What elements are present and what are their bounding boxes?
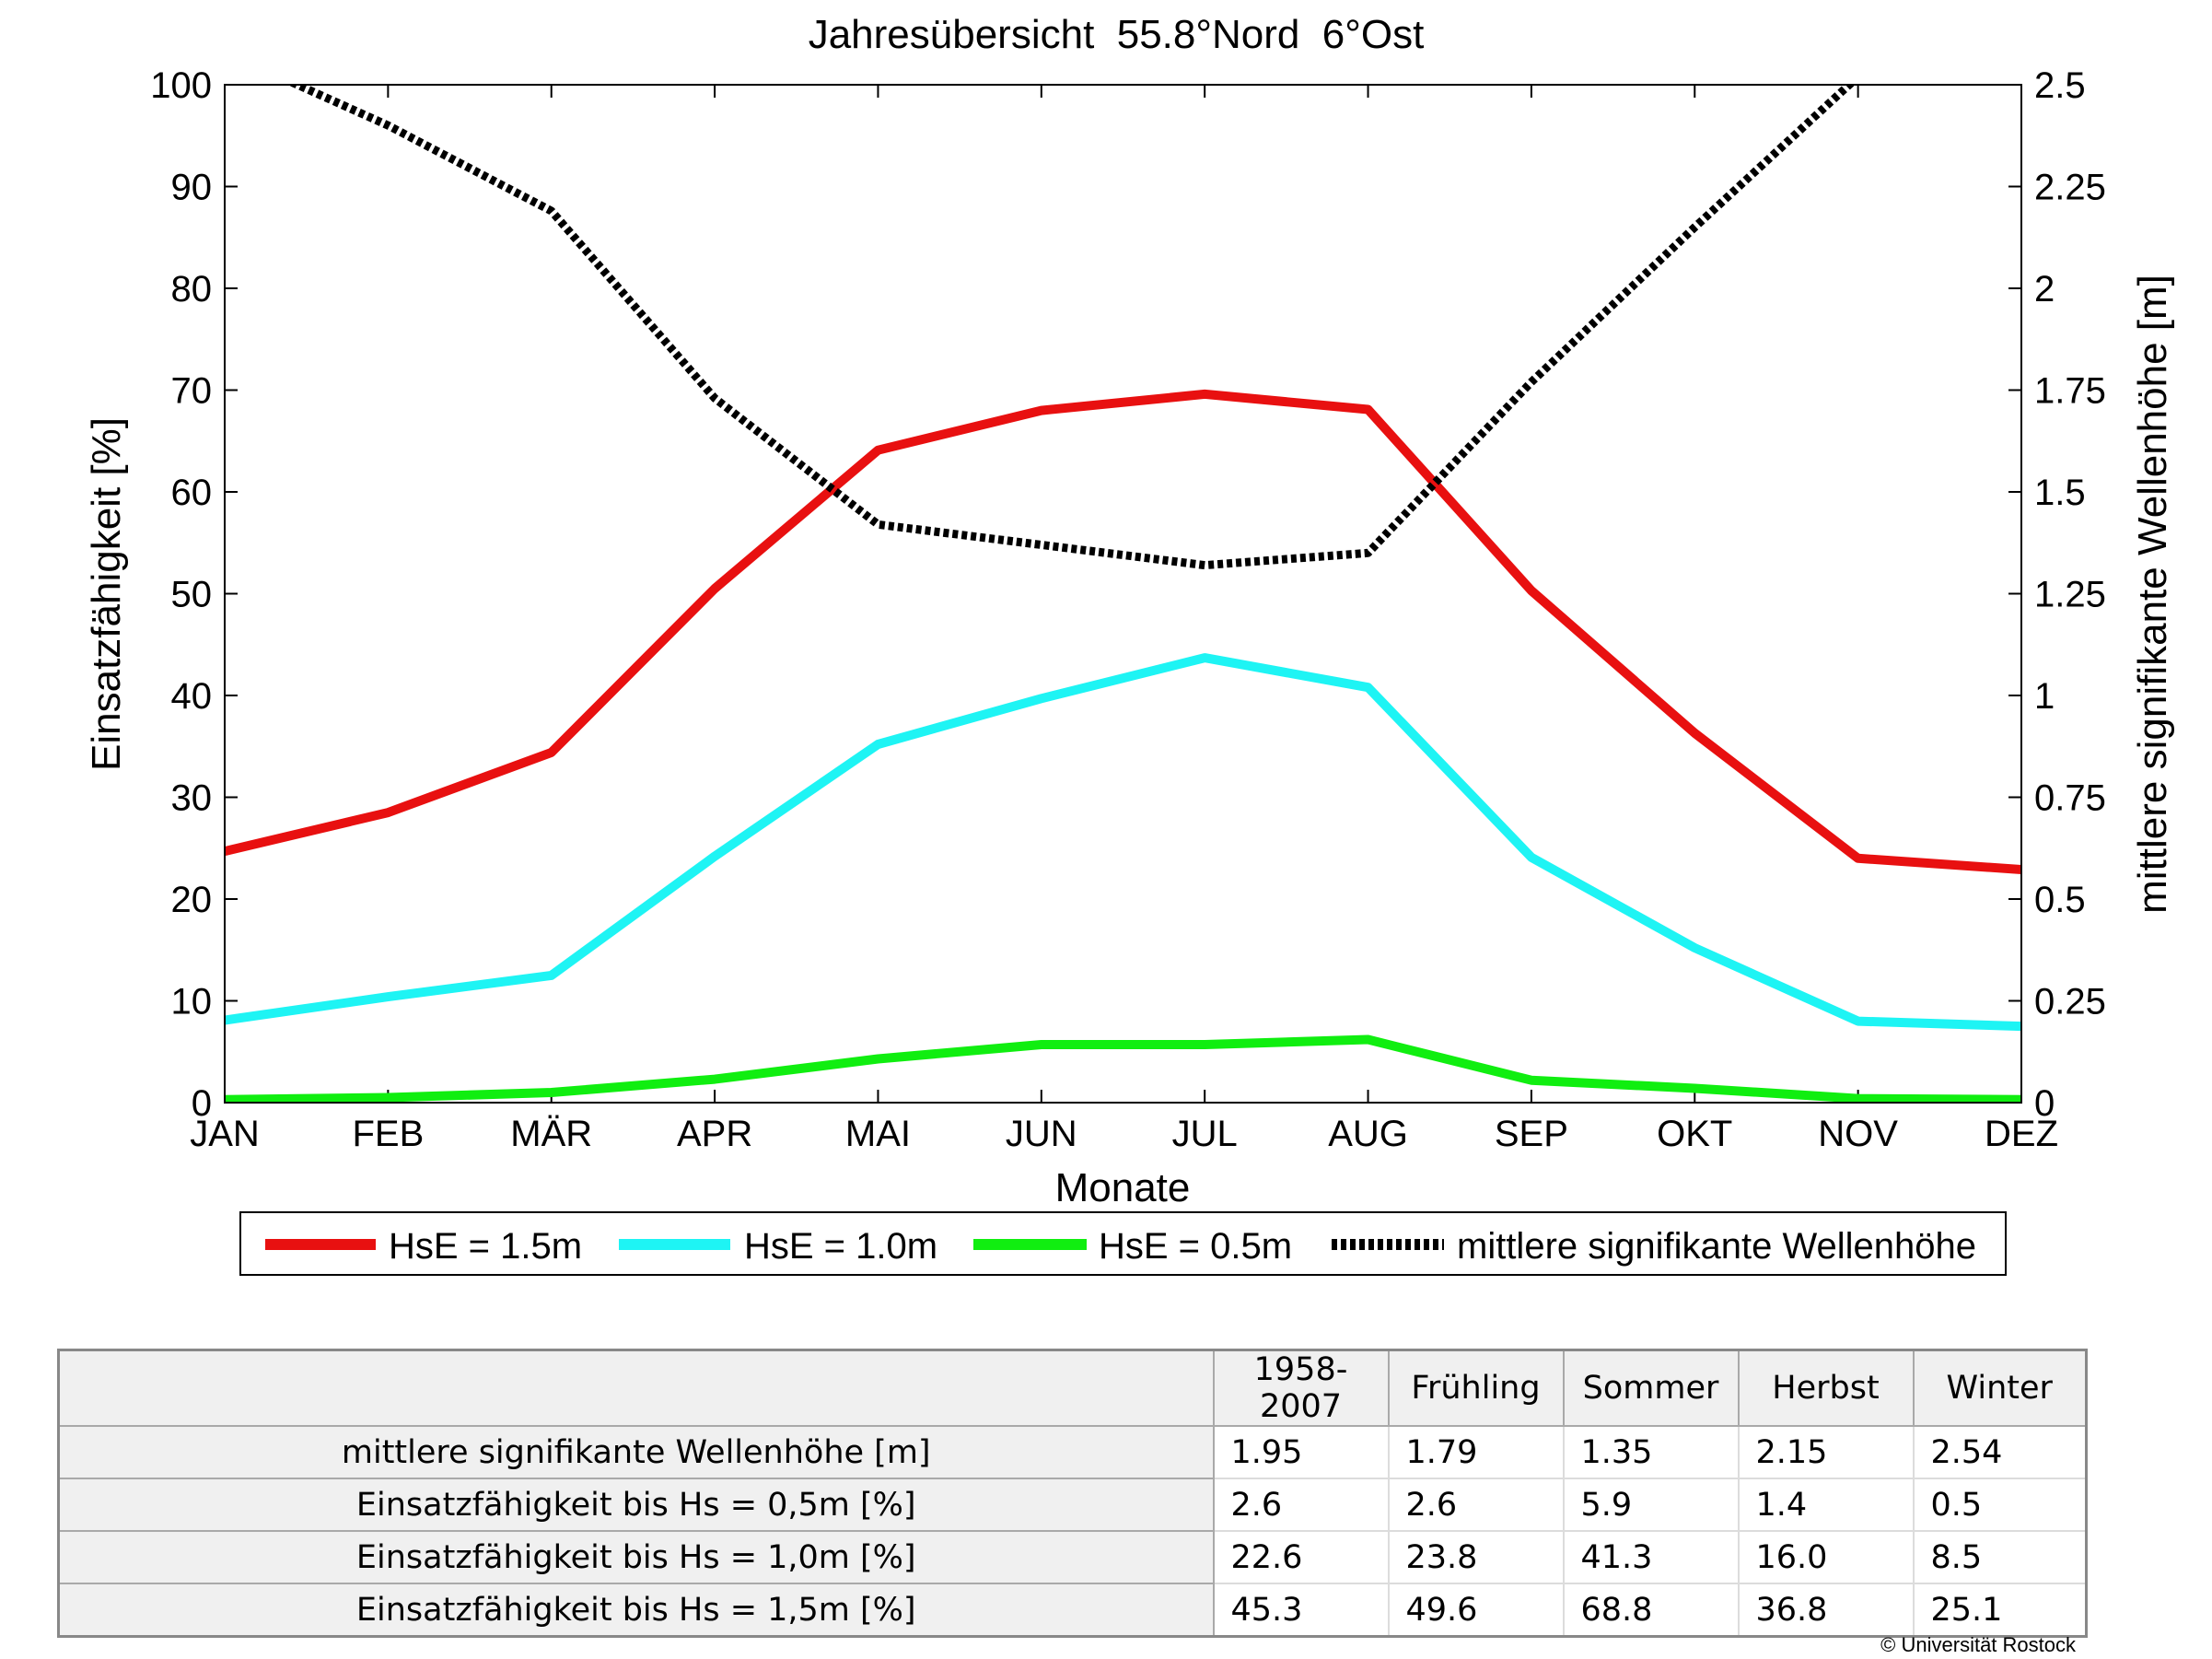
series-line-1 bbox=[225, 653, 2021, 1032]
table-row: mittlere signifikante Wellenhöhe [m] 1.9… bbox=[57, 1425, 2088, 1479]
table-header: Frühling bbox=[1387, 1349, 1565, 1427]
legend-label-wave-height: mittlere signifikante Wellenhöhe bbox=[1457, 1226, 1976, 1267]
table-cell: 5.9 bbox=[1562, 1478, 1740, 1532]
y-right-tick-label: 0.75 bbox=[2034, 778, 2106, 819]
table-cell: 41.3 bbox=[1562, 1530, 1740, 1584]
table-cell: 2.15 bbox=[1737, 1425, 1915, 1479]
x-tick-label: MAI bbox=[845, 1114, 911, 1154]
table-row-label: Einsatzfähigkeit bis Hs = 0,5m [%] bbox=[57, 1478, 1215, 1532]
table-cell: 2.6 bbox=[1212, 1478, 1390, 1532]
table-cell: 2.54 bbox=[1912, 1425, 2088, 1479]
table-row: Einsatzfähigkeit bis Hs = 1,0m [%] 22.6 … bbox=[57, 1530, 2088, 1584]
x-tick-label: JAN bbox=[190, 1114, 260, 1154]
x-tick-label: NOV bbox=[1818, 1114, 1898, 1154]
y-axis-label: Einsatzfähigkeit [%] bbox=[84, 417, 129, 771]
y-tick-label: 60 bbox=[171, 473, 213, 513]
x-tick-label: SEP bbox=[1495, 1114, 1568, 1154]
legend: HsE = 1.5m HsE = 1.0m HsE = 0.5m mittler… bbox=[239, 1211, 2007, 1276]
series-line-2 bbox=[225, 1034, 2021, 1103]
y-tick-label: 70 bbox=[171, 371, 213, 412]
table-cell: 8.5 bbox=[1912, 1530, 2088, 1584]
y-axis-right-label: mittlere signifikante Wellenhöhe [m] bbox=[2130, 275, 2175, 914]
table-row-label: Einsatzfähigkeit bis Hs = 1,5m [%] bbox=[57, 1583, 1215, 1638]
copyright-notice: © Universität Rostock bbox=[1880, 1633, 2076, 1656]
y-right-tick-label: 2 bbox=[2034, 269, 2055, 310]
table-header-row: 1958-2007 Frühling Sommer Herbst Winter bbox=[57, 1349, 2088, 1427]
y-tick-label: 50 bbox=[171, 575, 213, 615]
x-tick-label: DEZ bbox=[1985, 1114, 2058, 1154]
y-right-tick-label: 2.25 bbox=[2034, 168, 2106, 208]
table-cell: 68.8 bbox=[1562, 1583, 1740, 1638]
table-cell: 25.1 bbox=[1912, 1583, 2088, 1638]
y-right-tick-label: 1 bbox=[2034, 676, 2055, 717]
table-header: Winter bbox=[1912, 1349, 2088, 1427]
x-tick-label: JUN bbox=[1006, 1114, 1077, 1154]
y-tick-label: 30 bbox=[171, 778, 213, 819]
x-tick-label: AUG bbox=[1328, 1114, 1408, 1154]
table-cell: 0.5 bbox=[1912, 1478, 2088, 1532]
y-tick-label: 100 bbox=[150, 65, 212, 106]
y-right-tick-label: 1.5 bbox=[2034, 473, 2086, 513]
x-tick-label: JUL bbox=[1172, 1114, 1238, 1154]
table-cell: 45.3 bbox=[1212, 1583, 1390, 1638]
x-axis-label: Monate bbox=[1055, 1165, 1191, 1210]
x-tick-label: APR bbox=[677, 1114, 752, 1154]
x-tick-label: OKT bbox=[1657, 1114, 1732, 1154]
table-header: Sommer bbox=[1562, 1349, 1740, 1427]
table-header: Herbst bbox=[1737, 1349, 1915, 1427]
table-cell: 1.4 bbox=[1737, 1478, 1915, 1532]
table-corner-cell bbox=[57, 1349, 1215, 1427]
legend-box bbox=[239, 1211, 2007, 1276]
legend-label-hse-05: HsE = 0.5m bbox=[1099, 1226, 1292, 1267]
table-row-label: Einsatzfähigkeit bis Hs = 1,0m [%] bbox=[57, 1530, 1215, 1584]
legend-label-hse-15: HsE = 1.5m bbox=[389, 1226, 582, 1267]
x-tick-label: FEB bbox=[352, 1114, 424, 1154]
legend-label-hse-10: HsE = 1.0m bbox=[744, 1226, 937, 1267]
y-tick-label: 10 bbox=[171, 982, 213, 1022]
y-right-tick-label: 2.5 bbox=[2034, 65, 2086, 106]
y-tick-label: 80 bbox=[171, 269, 213, 310]
table-header: 1958-2007 bbox=[1212, 1349, 1390, 1427]
table-cell: 23.8 bbox=[1387, 1530, 1565, 1584]
y-right-tick-label: 0.25 bbox=[2034, 982, 2106, 1022]
table-cell: 1.95 bbox=[1212, 1425, 1390, 1479]
y-tick-label: 40 bbox=[171, 676, 213, 717]
x-tick-label: MÄR bbox=[510, 1114, 592, 1154]
table-cell: 2.6 bbox=[1387, 1478, 1565, 1532]
table-cell: 22.6 bbox=[1212, 1530, 1390, 1584]
table-cell: 49.6 bbox=[1387, 1583, 1565, 1638]
table-cell: 1.35 bbox=[1562, 1425, 1740, 1479]
series-line-0 bbox=[225, 389, 2021, 874]
table-cell: 36.8 bbox=[1737, 1583, 1915, 1638]
chart-title: Jahresübersicht 55.8°Nord 6°Ost bbox=[809, 12, 1425, 57]
y-tick-label: 90 bbox=[171, 168, 213, 208]
y-right-tick-label: 1.25 bbox=[2034, 575, 2106, 615]
table-row: Einsatzfähigkeit bis Hs = 0,5m [%] 2.6 2… bbox=[57, 1478, 2088, 1532]
table-cell: 1.79 bbox=[1387, 1425, 1565, 1479]
series-line-3 bbox=[286, 85, 1856, 570]
table-row-label: mittlere signifikante Wellenhöhe [m] bbox=[57, 1425, 1215, 1479]
stats-table: 1958-2007 Frühling Sommer Herbst Winter … bbox=[57, 1349, 2088, 1638]
y-tick-label: 0 bbox=[192, 1083, 212, 1124]
y-right-tick-label: 0 bbox=[2034, 1083, 2055, 1124]
table-cell: 16.0 bbox=[1737, 1530, 1915, 1584]
plot-area bbox=[224, 84, 2022, 1104]
table-row: Einsatzfähigkeit bis Hs = 1,5m [%] 45.3 … bbox=[57, 1583, 2088, 1638]
y-right-tick-label: 1.75 bbox=[2034, 371, 2106, 412]
chart: Jahresübersicht 55.8°Nord 6°Ost 01020304… bbox=[84, 12, 2175, 1276]
y-tick-label: 20 bbox=[171, 880, 213, 920]
y-right-tick-label: 0.5 bbox=[2034, 880, 2086, 920]
